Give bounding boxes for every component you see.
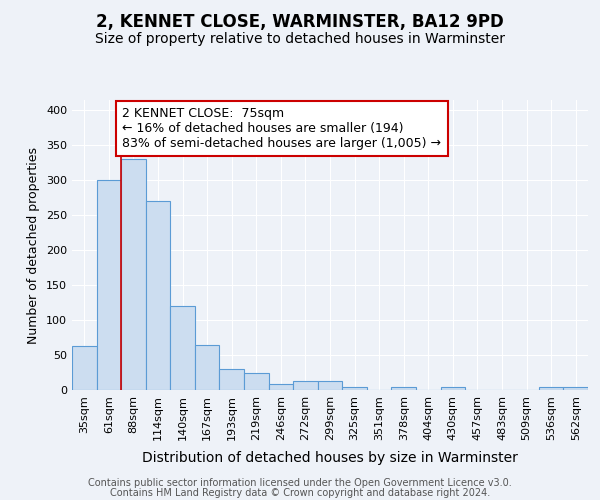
Text: Contains public sector information licensed under the Open Government Licence v3: Contains public sector information licen… (88, 478, 512, 488)
Text: 2 KENNET CLOSE:  75sqm
← 16% of detached houses are smaller (194)
83% of semi-de: 2 KENNET CLOSE: 75sqm ← 16% of detached … (122, 107, 442, 150)
X-axis label: Distribution of detached houses by size in Warminster: Distribution of detached houses by size … (142, 451, 518, 465)
Bar (121, 160, 146, 390)
Text: Contains HM Land Registry data © Crown copyright and database right 2024.: Contains HM Land Registry data © Crown c… (110, 488, 490, 498)
Bar (269, 384, 293, 390)
Y-axis label: Number of detached properties: Number of detached properties (28, 146, 40, 344)
Bar (220, 369, 244, 390)
Text: Size of property relative to detached houses in Warminster: Size of property relative to detached ho… (95, 32, 505, 46)
Bar (97, 180, 121, 390)
Text: 2, KENNET CLOSE, WARMINSTER, BA12 9PD: 2, KENNET CLOSE, WARMINSTER, BA12 9PD (96, 12, 504, 30)
Bar (146, 202, 170, 390)
Bar (563, 387, 588, 390)
Bar (342, 386, 367, 390)
Bar (72, 346, 97, 390)
Bar (539, 387, 563, 390)
Bar (293, 381, 318, 390)
Bar (391, 386, 416, 390)
Bar (244, 372, 269, 390)
Bar (195, 344, 220, 390)
Bar (440, 387, 465, 390)
Bar (318, 381, 342, 390)
Bar (170, 306, 195, 390)
